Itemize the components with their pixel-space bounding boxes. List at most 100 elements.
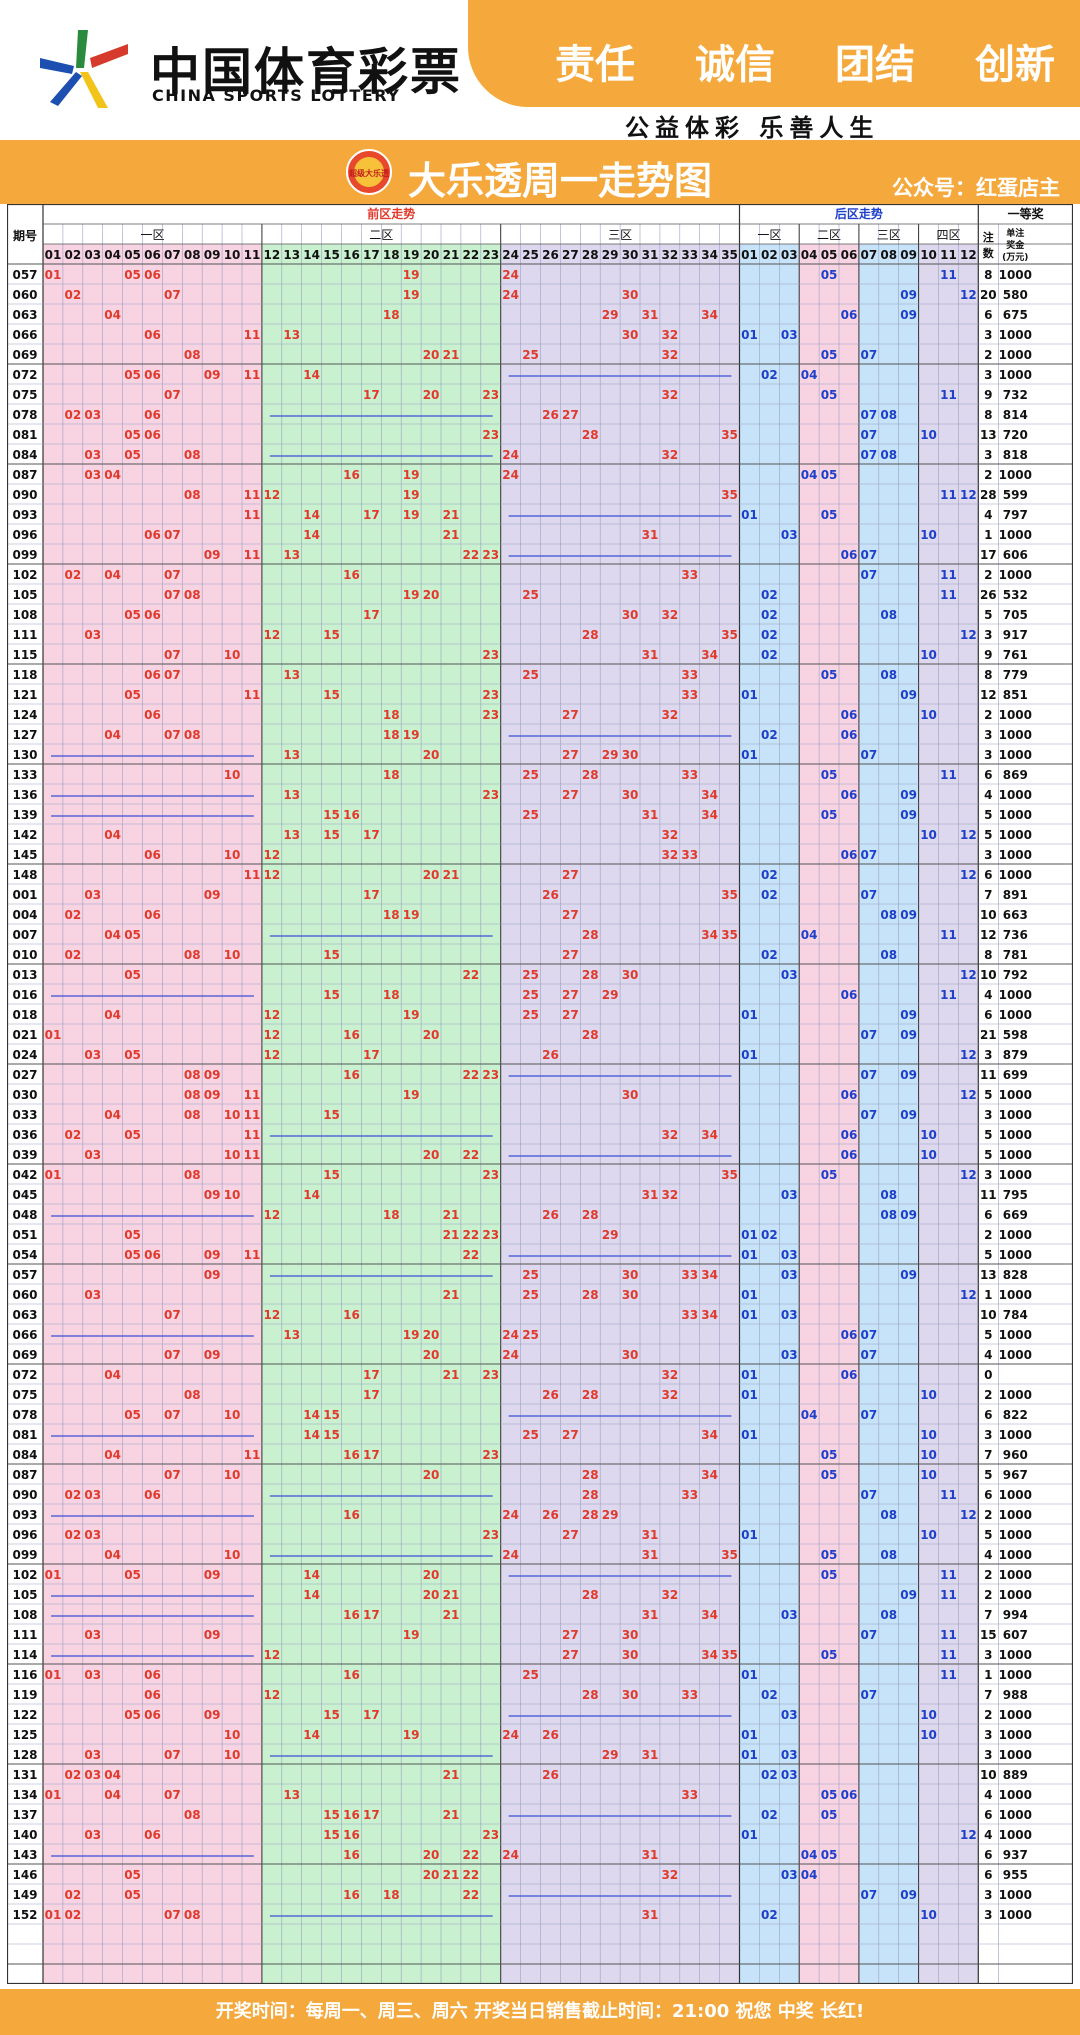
front-ball: 20 [423, 1588, 440, 1602]
front-number-header: 19 [403, 248, 420, 262]
front-ball: 10 [224, 1748, 241, 1762]
period-number: 048 [12, 1208, 37, 1222]
front-ball: 14 [303, 1188, 320, 1202]
back-ball: 01 [741, 1668, 758, 1682]
prize-amount: 736 [1003, 928, 1028, 942]
front-ball: 20 [423, 1328, 440, 1342]
prize-amount: 669 [1003, 1208, 1028, 1222]
front-ball: 04 [104, 928, 121, 942]
period-number: 119 [12, 1688, 37, 1702]
back-zone4-label: 四区 [936, 228, 960, 242]
front-number-header: 28 [582, 248, 599, 262]
front-ball: 19 [403, 268, 420, 282]
period-number: 021 [12, 1028, 37, 1042]
prize-amount: 960 [1003, 1448, 1028, 1462]
front-number-header: 05 [124, 248, 141, 262]
back-ball: 07 [860, 848, 877, 862]
prize-amount: 1000 [999, 808, 1032, 822]
prize-amount: 814 [1003, 408, 1028, 422]
period-number: 084 [12, 1448, 37, 1462]
front-ball: 21 [443, 1808, 460, 1822]
back-ball: 07 [860, 1688, 877, 1702]
prize-count: 4 [984, 788, 992, 802]
period-number: 033 [12, 1108, 37, 1122]
front-ball: 05 [124, 1888, 141, 1902]
back-ball: 03 [781, 1748, 798, 1762]
prize-amount: 879 [1003, 1048, 1028, 1062]
prize-count: 12 [980, 928, 997, 942]
front-ball: 07 [164, 1748, 181, 1762]
prize-amount: 828 [1003, 1268, 1028, 1282]
back-ball: 04 [801, 1408, 818, 1422]
back-ball: 11 [940, 1488, 957, 1502]
back-ball: 05 [821, 808, 838, 822]
back-ball: 03 [781, 528, 798, 542]
front-ball: 24 [502, 1548, 519, 1562]
draw-schedule-text: 开奖时间：每周一、周三、周六 开奖当日销售截止时间：21:00 祝您 中奖 长红… [215, 2001, 865, 2022]
front-ball: 21 [443, 1208, 460, 1222]
back-number-header: 05 [821, 248, 838, 262]
prize-count: 2 [984, 468, 992, 482]
prize-amount: 720 [1003, 428, 1028, 442]
front-ball: 33 [681, 1788, 698, 1802]
back-ball: 08 [880, 668, 897, 682]
back-ball: 11 [940, 988, 957, 1002]
prize-count: 6 [984, 308, 992, 322]
front-ball: 07 [164, 668, 181, 682]
back-ball: 09 [900, 808, 917, 822]
front-ball: 25 [522, 1328, 539, 1342]
period-number: 099 [12, 548, 37, 562]
front-number-header: 24 [502, 248, 519, 262]
back-number-header: 06 [841, 248, 858, 262]
period-number: 087 [12, 468, 37, 482]
front-ball: 23 [482, 788, 499, 802]
front-ball: 31 [642, 528, 659, 542]
front-number-header: 14 [303, 248, 320, 262]
back-ball: 07 [860, 1328, 877, 1342]
front-ball: 08 [184, 448, 201, 462]
prize-count: 3 [984, 1168, 992, 1182]
prize-count: 6 [984, 1808, 992, 1822]
prize-amount: 1000 [999, 1488, 1032, 1502]
front-ball: 03 [84, 1288, 101, 1302]
front-ball: 04 [104, 1368, 121, 1382]
prize-amount: 1000 [999, 328, 1032, 342]
front-ball: 02 [64, 1768, 81, 1782]
front-ball: 14 [303, 1568, 320, 1582]
back-ball: 10 [920, 1148, 937, 1162]
back-ball: 11 [940, 268, 957, 282]
front-ball: 32 [661, 448, 678, 462]
front-ball: 02 [64, 408, 81, 422]
front-ball: 03 [84, 1488, 101, 1502]
front-ball: 16 [343, 1888, 360, 1902]
front-number-header: 13 [283, 248, 300, 262]
front-ball: 27 [562, 948, 579, 962]
prize-amount: 1000 [999, 468, 1032, 482]
front-ball: 29 [602, 988, 619, 1002]
prize-amount: 1000 [999, 1548, 1032, 1562]
front-ball: 35 [721, 1168, 738, 1182]
page-title: 大乐透周一走势图 [408, 159, 713, 203]
period-number: 027 [12, 1068, 37, 1082]
front-ball: 06 [144, 368, 161, 382]
prize-amount: 1000 [999, 748, 1032, 762]
prize-amount: 1000 [999, 1808, 1032, 1822]
front-ball: 18 [383, 728, 400, 742]
back-ball: 04 [801, 368, 818, 382]
front-ball: 09 [204, 1248, 221, 1262]
prize-amount: 1000 [999, 1828, 1032, 1842]
front-ball: 05 [124, 1708, 141, 1722]
front-ball: 05 [124, 1228, 141, 1242]
prize-count: 8 [984, 268, 992, 282]
back-ball: 09 [900, 1268, 917, 1282]
front-number-header: 01 [45, 248, 62, 262]
front-ball: 28 [582, 1468, 599, 1482]
prize-count: 11 [980, 1068, 997, 1082]
period-number: 001 [12, 888, 37, 902]
front-ball: 33 [681, 1488, 698, 1502]
front-ball: 20 [423, 348, 440, 362]
back-ball: 01 [741, 1228, 758, 1242]
prize-amount: 1000 [999, 368, 1032, 382]
period-number: 145 [12, 848, 37, 862]
